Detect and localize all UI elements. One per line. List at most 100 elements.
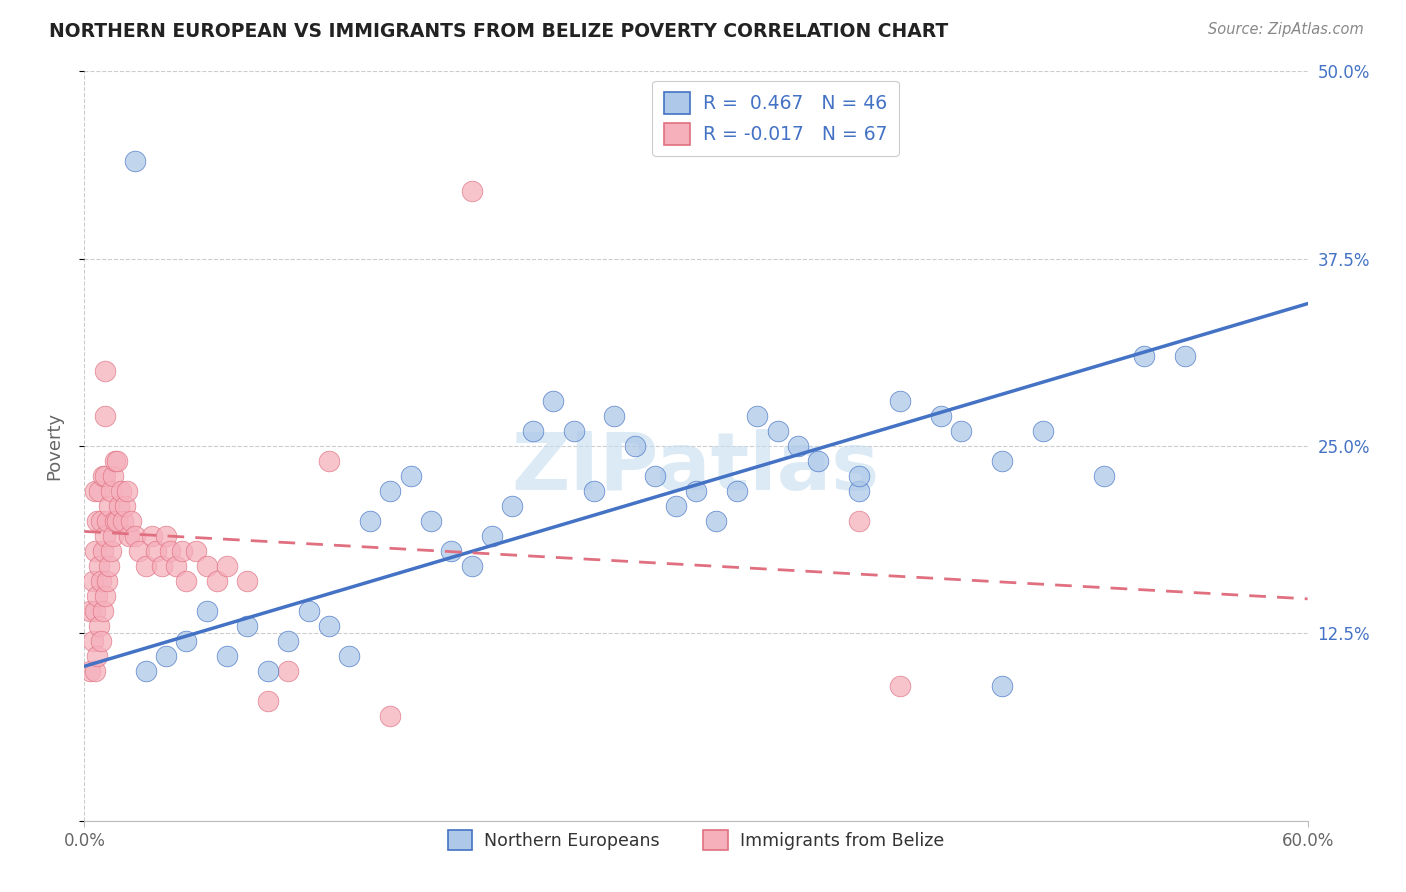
Point	[298, 604, 321, 618]
Point	[848, 469, 870, 483]
Point	[96, 514, 118, 528]
Point	[889, 394, 911, 409]
Point	[86, 648, 108, 663]
Point	[195, 558, 218, 573]
Point	[124, 154, 146, 169]
Point	[87, 558, 110, 573]
Point	[100, 483, 122, 498]
Point	[120, 514, 142, 528]
Point	[93, 469, 115, 483]
Point	[128, 544, 150, 558]
Point	[145, 544, 167, 558]
Point	[889, 679, 911, 693]
Point	[359, 514, 381, 528]
Point	[706, 514, 728, 528]
Point	[135, 664, 157, 678]
Point	[93, 409, 115, 423]
Point	[217, 558, 239, 573]
Point	[380, 708, 402, 723]
Point	[420, 514, 443, 528]
Point	[1174, 349, 1197, 363]
Point	[159, 544, 181, 558]
Point	[86, 589, 108, 603]
Point	[603, 409, 626, 423]
Y-axis label: Poverty: Poverty	[45, 412, 63, 480]
Point	[155, 529, 177, 543]
Point	[82, 574, 104, 588]
Point	[685, 483, 707, 498]
Point	[79, 664, 101, 678]
Point	[236, 619, 259, 633]
Point	[83, 483, 105, 498]
Point	[277, 664, 299, 678]
Point	[86, 514, 108, 528]
Point	[174, 574, 197, 588]
Point	[108, 499, 131, 513]
Point	[991, 679, 1014, 693]
Point	[950, 424, 973, 438]
Point	[105, 514, 128, 528]
Point	[991, 454, 1014, 468]
Point	[105, 454, 128, 468]
Point	[665, 499, 688, 513]
Point	[114, 499, 136, 513]
Point	[399, 469, 422, 483]
Point	[257, 694, 280, 708]
Point	[93, 364, 115, 378]
Point	[91, 544, 114, 558]
Point	[93, 529, 115, 543]
Point	[562, 424, 585, 438]
Point	[82, 633, 104, 648]
Point	[96, 574, 118, 588]
Point	[118, 529, 141, 543]
Point	[195, 604, 218, 618]
Point	[186, 544, 208, 558]
Point	[101, 469, 124, 483]
Point	[91, 469, 114, 483]
Point	[543, 394, 565, 409]
Point	[644, 469, 666, 483]
Point	[101, 529, 124, 543]
Point	[461, 558, 484, 573]
Point	[87, 619, 110, 633]
Point	[150, 558, 173, 573]
Point	[124, 529, 146, 543]
Point	[217, 648, 239, 663]
Point	[766, 424, 789, 438]
Point	[90, 514, 112, 528]
Point	[380, 483, 402, 498]
Point	[1032, 424, 1054, 438]
Point	[87, 483, 110, 498]
Point	[1133, 349, 1156, 363]
Point	[165, 558, 187, 573]
Legend: Northern Europeans, Immigrants from Belize: Northern Europeans, Immigrants from Beli…	[441, 823, 950, 857]
Text: NORTHERN EUROPEAN VS IMMIGRANTS FROM BELIZE POVERTY CORRELATION CHART: NORTHERN EUROPEAN VS IMMIGRANTS FROM BEL…	[49, 22, 949, 41]
Point	[110, 483, 132, 498]
Point	[848, 514, 870, 528]
Point	[725, 483, 748, 498]
Point	[1092, 469, 1115, 483]
Point	[155, 648, 177, 663]
Point	[93, 589, 115, 603]
Point	[141, 529, 163, 543]
Point	[100, 544, 122, 558]
Point	[318, 454, 340, 468]
Point	[807, 454, 830, 468]
Point	[104, 454, 127, 468]
Point	[440, 544, 463, 558]
Point	[624, 439, 647, 453]
Point	[172, 544, 194, 558]
Point	[174, 633, 197, 648]
Point	[747, 409, 769, 423]
Point	[787, 439, 810, 453]
Point	[90, 633, 112, 648]
Point	[112, 514, 135, 528]
Point	[83, 544, 105, 558]
Point	[583, 483, 606, 498]
Point	[318, 619, 340, 633]
Point	[205, 574, 228, 588]
Point	[502, 499, 524, 513]
Point	[83, 604, 105, 618]
Point	[236, 574, 259, 588]
Point	[461, 184, 484, 198]
